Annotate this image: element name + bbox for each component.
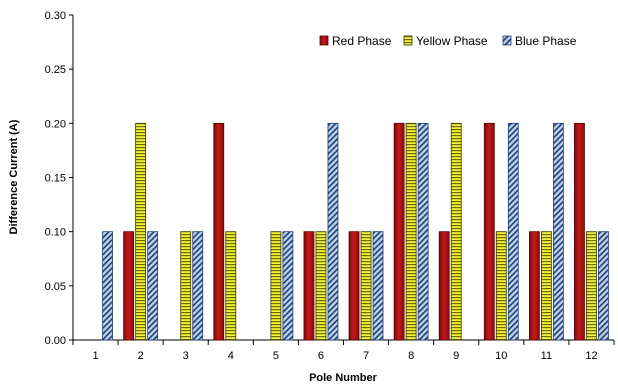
bar-yellow-phase xyxy=(135,122,147,341)
bar-red-phase xyxy=(348,231,360,341)
bar-red-phase xyxy=(483,122,495,341)
bar-yellow-phase xyxy=(405,122,417,341)
bar-red-phase xyxy=(528,231,540,341)
y-axis-title: Difference Current (A) xyxy=(8,119,20,234)
bar-yellow-phase xyxy=(180,231,192,341)
x-tick-label: 2 xyxy=(138,350,144,362)
legend-label: Red Phase xyxy=(332,34,392,48)
bar-yellow-phase xyxy=(495,231,507,341)
legend-swatch xyxy=(502,35,512,46)
x-tick-label: 9 xyxy=(453,350,459,362)
y-tick-label: 0.30 xyxy=(45,10,66,22)
bar-red-phase xyxy=(213,122,225,341)
y-tick-label: 0.00 xyxy=(45,335,66,347)
bar-blue-phase xyxy=(327,122,339,341)
x-tick-label: 3 xyxy=(183,350,189,362)
legend-swatch xyxy=(319,35,329,46)
x-tick-label: 6 xyxy=(318,350,324,362)
y-tick-label: 0.25 xyxy=(45,64,66,76)
bar-blue-phase xyxy=(102,231,113,341)
y-tick-label: 0.20 xyxy=(45,118,66,130)
bar-blue-phase xyxy=(192,231,204,341)
x-tick-label: 12 xyxy=(585,350,597,362)
legend-label: Blue Phase xyxy=(515,34,577,48)
bar-yellow-phase xyxy=(586,231,597,341)
x-tick-label: 1 xyxy=(92,350,98,362)
bar-red-phase xyxy=(123,231,135,341)
bar-blue-phase xyxy=(282,231,294,341)
x-ticks: 1 2 3 4 5 6 7 8 9 10 11 12 xyxy=(72,340,615,362)
x-tick-label: 7 xyxy=(363,350,369,362)
bar-blue-phase xyxy=(417,122,429,341)
y-tick-label: 0.05 xyxy=(45,281,66,293)
bar-blue-phase xyxy=(598,231,609,341)
bar-red-phase xyxy=(574,122,585,341)
y-tick-label: 0.15 xyxy=(45,173,66,185)
y-ticks: 0.00 0.05 0.10 0.15 0.20 0.25 0.30 xyxy=(45,10,73,347)
legend-swatch xyxy=(403,35,413,46)
x-tick-label: 8 xyxy=(408,350,414,362)
bar-blue-phase xyxy=(372,231,384,341)
bar-blue-phase xyxy=(507,122,519,341)
x-tick-label: 11 xyxy=(541,350,552,362)
bar-red-phase xyxy=(393,122,405,341)
bar-yellow-phase xyxy=(225,231,237,341)
bar-yellow-phase xyxy=(360,231,372,341)
x-tick-label: 10 xyxy=(495,350,507,362)
bar-blue-phase xyxy=(147,231,159,341)
y-tick-label: 0.10 xyxy=(45,227,66,239)
bars xyxy=(102,122,609,341)
x-axis-title: Pole Number xyxy=(309,372,378,384)
bar-red-phase xyxy=(438,231,450,341)
legend-label: Yellow Phase xyxy=(416,34,488,48)
x-tick-label: 5 xyxy=(273,350,279,362)
bar-yellow-phase xyxy=(540,231,552,341)
x-tick-label: 4 xyxy=(228,350,234,362)
bar-yellow-phase xyxy=(315,231,327,341)
bar-yellow-phase xyxy=(270,231,282,341)
bar-yellow-phase xyxy=(450,122,462,341)
bar-red-phase xyxy=(303,231,315,341)
bar-blue-phase xyxy=(552,122,564,341)
legend: Red Phase Yellow Phase Blue Phase xyxy=(319,34,577,48)
